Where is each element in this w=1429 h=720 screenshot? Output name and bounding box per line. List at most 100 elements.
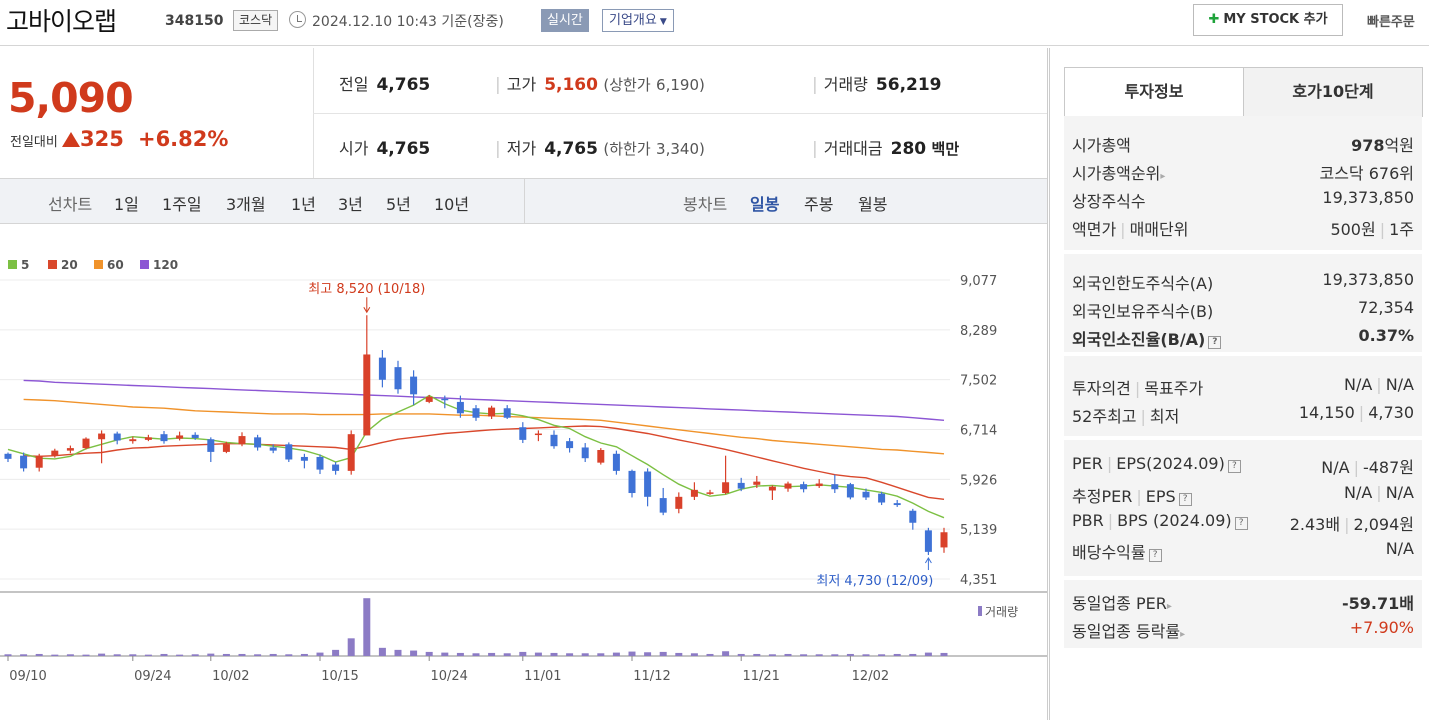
- foreign-rate-row: 외국인소진율(B/A)? 0.37%: [1072, 326, 1414, 349]
- sector-rate-row: 동일업종 등락률▸ +7.90%: [1072, 618, 1414, 641]
- volume-bar: [363, 598, 371, 656]
- y-tick-label: 9,077: [960, 274, 997, 289]
- invest-info-panel: 투자정보 호가10단계 시가총액 978억원 시가총액순위▸ 코스닥 676위 상장…: [1049, 48, 1429, 720]
- y-tick-label: 6,714: [960, 424, 997, 439]
- volume-bar: [909, 653, 917, 656]
- tab-1y[interactable]: 1년: [291, 195, 316, 214]
- company-info-dropdown[interactable]: 기업개요 ▼: [602, 9, 674, 32]
- change-label: 전일대비: [10, 135, 58, 150]
- volume-bar: [254, 654, 262, 656]
- quote-datetime: 2024.12.10 10:43 기준(장중): [312, 14, 504, 30]
- mystock-label: MY STOCK 추가: [1223, 12, 1328, 27]
- volume-bar: [815, 654, 823, 656]
- open-price: 시가 4,765: [339, 139, 431, 159]
- volume-bar: [753, 653, 761, 656]
- tab-1w[interactable]: 1주일: [162, 195, 202, 214]
- candle-body: [753, 481, 761, 485]
- volume-bar: [441, 652, 449, 656]
- market-cap-rank-row: 시가총액순위▸ 코스닥 676위: [1072, 164, 1414, 183]
- volume-bar: [597, 653, 605, 656]
- volume-bar: [285, 654, 293, 656]
- candle-body: [784, 483, 792, 489]
- volume-bar: [737, 653, 745, 656]
- candle-body: [347, 434, 355, 471]
- volume-bar: [690, 653, 698, 656]
- candle-body: [472, 408, 480, 418]
- help-icon[interactable]: ?: [1208, 336, 1222, 349]
- tab-monthly[interactable]: 월봉: [858, 195, 888, 214]
- candle-body: [207, 439, 215, 452]
- moving-average-ma60: [23, 398, 945, 455]
- candle-body: [35, 455, 43, 468]
- candle-body: [222, 444, 230, 452]
- candle-body: [254, 437, 262, 448]
- x-tick-label: 12/02: [852, 669, 889, 684]
- volume-bar: [82, 654, 90, 656]
- current-price: 5,090: [8, 74, 134, 122]
- candle-body: [550, 434, 558, 447]
- help-icon[interactable]: ?: [1227, 460, 1241, 473]
- tab-5y[interactable]: 5년: [386, 195, 411, 214]
- volume-bar: [893, 653, 901, 656]
- chevron-right-icon: ▸: [1160, 171, 1166, 182]
- tab-1d[interactable]: 1일: [114, 195, 139, 214]
- help-icon[interactable]: ?: [1178, 493, 1192, 506]
- x-tick-label: 10/02: [212, 669, 249, 684]
- quick-order-button[interactable]: 빠른주문: [1367, 15, 1415, 30]
- x-tick-label: 10/15: [321, 669, 358, 684]
- candle-body: [20, 455, 28, 469]
- legend-swatch-5: [8, 260, 17, 269]
- trade-amount: | 거래대금 280 백만: [812, 139, 960, 159]
- volume-bar: [207, 653, 215, 656]
- volume-bar: [410, 650, 418, 656]
- candle-body: [659, 498, 667, 513]
- tab-daily[interactable]: 일봉: [750, 195, 780, 214]
- market-cap-group: 시가총액 978억원 시가총액순위▸ 코스닥 676위 상장주식수 19,373,85…: [1064, 116, 1422, 250]
- volume-bar: [269, 653, 277, 656]
- volume-bar: [768, 654, 776, 656]
- volume-bar: [160, 653, 168, 656]
- tab-10y[interactable]: 10년: [434, 195, 470, 214]
- volume-bar: [706, 653, 714, 656]
- candle-body: [269, 447, 277, 451]
- candle-body: [144, 437, 152, 440]
- help-icon[interactable]: ?: [1234, 517, 1248, 530]
- volume-bar: [456, 652, 464, 656]
- volume-bar: [425, 651, 433, 656]
- candle-body: [581, 447, 589, 459]
- help-icon[interactable]: ?: [1148, 549, 1162, 562]
- volume-bar: [20, 654, 28, 656]
- tab-weekly[interactable]: 주봉: [804, 195, 834, 214]
- tab-3y[interactable]: 3년: [338, 195, 363, 214]
- candle-body: [98, 433, 106, 440]
- candle-body: [862, 491, 870, 498]
- mystock-add-button[interactable]: ✚ MY STOCK 추가: [1193, 4, 1343, 36]
- x-tick-label: 09/24: [134, 669, 171, 684]
- candle-body: [441, 398, 449, 401]
- tab-invest-info[interactable]: 투자정보: [1064, 67, 1244, 117]
- week52-row: 52주최고 | 최저 14,150 | 4,730: [1072, 403, 1414, 426]
- volume-bar: [488, 652, 496, 656]
- legend-label-120: 120: [153, 258, 178, 272]
- volume-bar: [628, 651, 636, 656]
- clock-icon: [289, 11, 306, 28]
- volume-bar: [98, 653, 106, 656]
- x-tick-label: 11/21: [742, 669, 779, 684]
- volume-bar: [394, 649, 402, 656]
- candle-body: [160, 434, 168, 442]
- volume-bar: [35, 653, 43, 656]
- volume-bar: [191, 654, 199, 656]
- tab-hoga-10[interactable]: 호가10단계: [1243, 67, 1423, 117]
- tab-3m[interactable]: 3개월: [226, 195, 266, 214]
- opinion-row: 투자의견 | 목표주가 N/A | N/A: [1072, 375, 1414, 398]
- volume-bar: [722, 651, 730, 656]
- volume-bar: [940, 652, 948, 656]
- realtime-button[interactable]: 실시간: [541, 9, 589, 32]
- volume-bar: [472, 653, 480, 656]
- moving-average-ma20: [23, 425, 945, 500]
- volume-bar: [846, 653, 854, 656]
- candle-body: [690, 489, 698, 497]
- volume-bar: [378, 647, 386, 656]
- candle-body: [191, 434, 199, 438]
- foreign-group: 외국인한도주식수(A) 19,373,850 외국인보유주식수(B) 72,354 …: [1064, 254, 1422, 352]
